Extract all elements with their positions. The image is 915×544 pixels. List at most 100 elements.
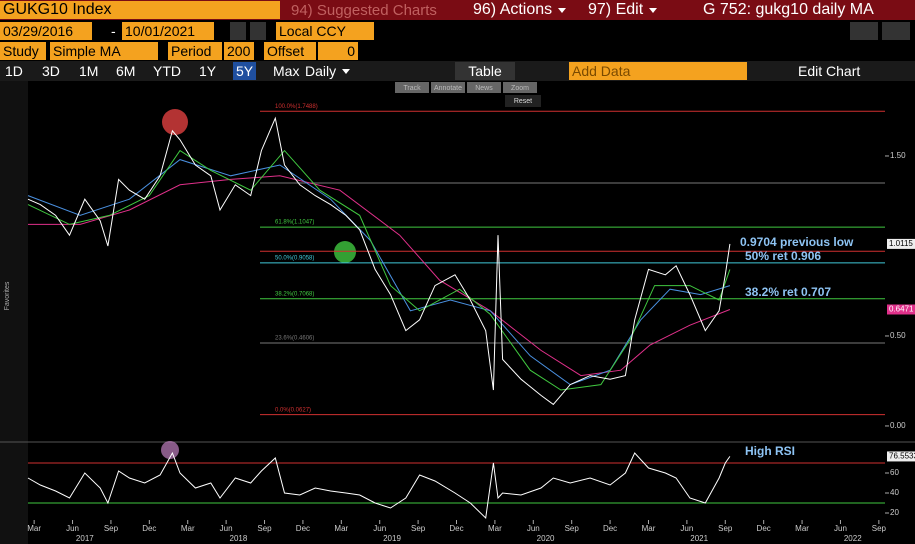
toolbar: Daily Table Add Data Edit Chart 1D 3D 1M 6M… xyxy=(0,61,915,81)
add-data[interactable]: Add Data xyxy=(569,62,747,80)
x-tick-label: Mar xyxy=(27,524,41,533)
year-label: 2018 xyxy=(230,534,248,543)
annotation: 38.2% ret 0.707 xyxy=(745,285,831,299)
end-date[interactable]: 10/01/2021 xyxy=(122,22,214,40)
frequency-text: Daily xyxy=(305,63,337,79)
mini-tool xyxy=(395,82,429,93)
redo-button[interactable] xyxy=(882,22,910,40)
x-tick-label: Sep xyxy=(104,524,119,533)
x-tick-label: Mar xyxy=(181,524,195,533)
year-label: 2020 xyxy=(537,534,555,543)
reset-button xyxy=(505,95,541,107)
mini-tool xyxy=(503,82,537,93)
actions-text: 96) Actions xyxy=(473,1,553,18)
series-line xyxy=(27,159,731,386)
level-label: 0.0%(0.0627) xyxy=(275,407,311,413)
x-tick-label: Sep xyxy=(872,524,887,533)
y-tick-label: 1.50 xyxy=(890,151,906,160)
y-tick-label: 0.50 xyxy=(890,331,906,340)
next-button[interactable] xyxy=(250,22,266,40)
x-tick-label: Dec xyxy=(603,524,617,533)
caret xyxy=(649,7,658,13)
series-line xyxy=(27,116,731,406)
annotation: 50% ret 0.906 xyxy=(745,249,821,263)
actions-menu[interactable]: 96) Actions xyxy=(470,1,569,19)
chart-title: G 752: gukg10 daily MA xyxy=(703,1,874,18)
x-tick-label: Dec xyxy=(296,524,310,533)
table-button[interactable]: Table xyxy=(455,62,515,80)
x-tick-label: Dec xyxy=(449,524,463,533)
mini-tool-label: Annotate xyxy=(434,85,462,92)
currency[interactable]: Local CCY xyxy=(276,22,374,40)
chart: Favorites Track Annotate News Zoom Reset 0.00… xyxy=(0,81,915,544)
security[interactable]: GUKG10 Index xyxy=(0,1,280,19)
x-tick-label: Jun xyxy=(220,524,233,533)
y-tick-label: 60 xyxy=(890,468,899,477)
range-button[interactable]: Max xyxy=(273,63,300,79)
y-tick-label: 20 xyxy=(890,508,899,517)
x-tick-label: Jun xyxy=(373,524,386,533)
caret xyxy=(558,7,567,13)
edit-chart[interactable]: Edit Chart xyxy=(798,63,861,79)
x-tick-label: Mar xyxy=(334,524,348,533)
range-button[interactable]: 1D xyxy=(5,63,23,79)
x-tick-label: Jun xyxy=(834,524,847,533)
suggested-charts[interactable]: 94) Suggested Charts xyxy=(291,1,437,19)
start-date[interactable]: 03/29/2016 xyxy=(0,22,92,40)
range-button[interactable]: 1M xyxy=(79,63,99,79)
range-button[interactable]: 1Y xyxy=(199,63,217,79)
undo-button[interactable] xyxy=(850,22,878,40)
x-tick-label: Sep xyxy=(718,524,733,533)
y-tick-label: 40 xyxy=(890,488,899,497)
year-label: 2022 xyxy=(844,534,862,543)
series-line xyxy=(28,175,731,377)
series-line xyxy=(27,149,731,391)
x-tick-label: Mar xyxy=(642,524,656,533)
study-label: Study xyxy=(0,42,46,60)
study-row: Study Simple MA Period 200 Offset 0 xyxy=(0,41,915,61)
x-tick-label: Dec xyxy=(757,524,771,533)
mini-tool-label: Track xyxy=(403,85,421,92)
rsi-marker xyxy=(161,441,179,459)
level-label: 50.0%(0.9058) xyxy=(275,256,314,262)
reset-label: Reset xyxy=(514,98,532,105)
mini-tool-label: News xyxy=(475,85,493,92)
range-button[interactable]: 6M xyxy=(116,63,136,79)
level-label: 38.2%(0.7068) xyxy=(275,291,314,297)
caret xyxy=(342,68,351,74)
last-value-tag xyxy=(887,238,915,249)
study[interactable]: Simple MA xyxy=(50,42,158,60)
range-button[interactable]: YTD xyxy=(153,63,181,79)
series-line xyxy=(27,451,731,520)
last-value-label: 76.5533 xyxy=(889,452,915,461)
year-label: 2017 xyxy=(76,534,94,543)
mini-tool xyxy=(431,82,465,93)
x-tick-label: Dec xyxy=(142,524,156,533)
year-label: 2021 xyxy=(690,534,708,543)
y-tick-label: 0.00 xyxy=(890,421,906,430)
offset[interactable]: 0 xyxy=(318,42,358,60)
edit-menu[interactable]: 97) Edit xyxy=(585,1,660,19)
offset-label: Offset xyxy=(264,42,316,60)
x-tick-label: Jun xyxy=(527,524,540,533)
last-value-label: 0.6471 xyxy=(889,305,914,314)
date-row: 03/29/2016 - 10/01/2021 Local CCY xyxy=(0,21,915,41)
period[interactable]: 200 xyxy=(224,42,254,60)
date-separator: - xyxy=(111,23,116,39)
mini-tool-label: Zoom xyxy=(511,85,529,92)
last-value-tag xyxy=(887,451,915,462)
year-label: 2019 xyxy=(383,534,401,543)
range-button[interactable]: 5Y xyxy=(233,62,257,80)
peak-marker xyxy=(162,109,188,135)
header-bar: GUKG10 Index 94) Suggested Charts 96) Ac… xyxy=(0,0,915,20)
x-tick-label: Sep xyxy=(411,524,426,533)
x-tick-label: Jun xyxy=(680,524,693,533)
frequency[interactable]: Daily xyxy=(302,62,353,80)
prev-button[interactable] xyxy=(230,22,246,40)
mini-tool xyxy=(467,82,501,93)
last-value-label: 1.0115 xyxy=(889,239,913,248)
edit-text: 97) Edit xyxy=(588,1,644,18)
range-button[interactable]: 3D xyxy=(42,63,60,79)
x-tick-label: Mar xyxy=(795,524,809,533)
